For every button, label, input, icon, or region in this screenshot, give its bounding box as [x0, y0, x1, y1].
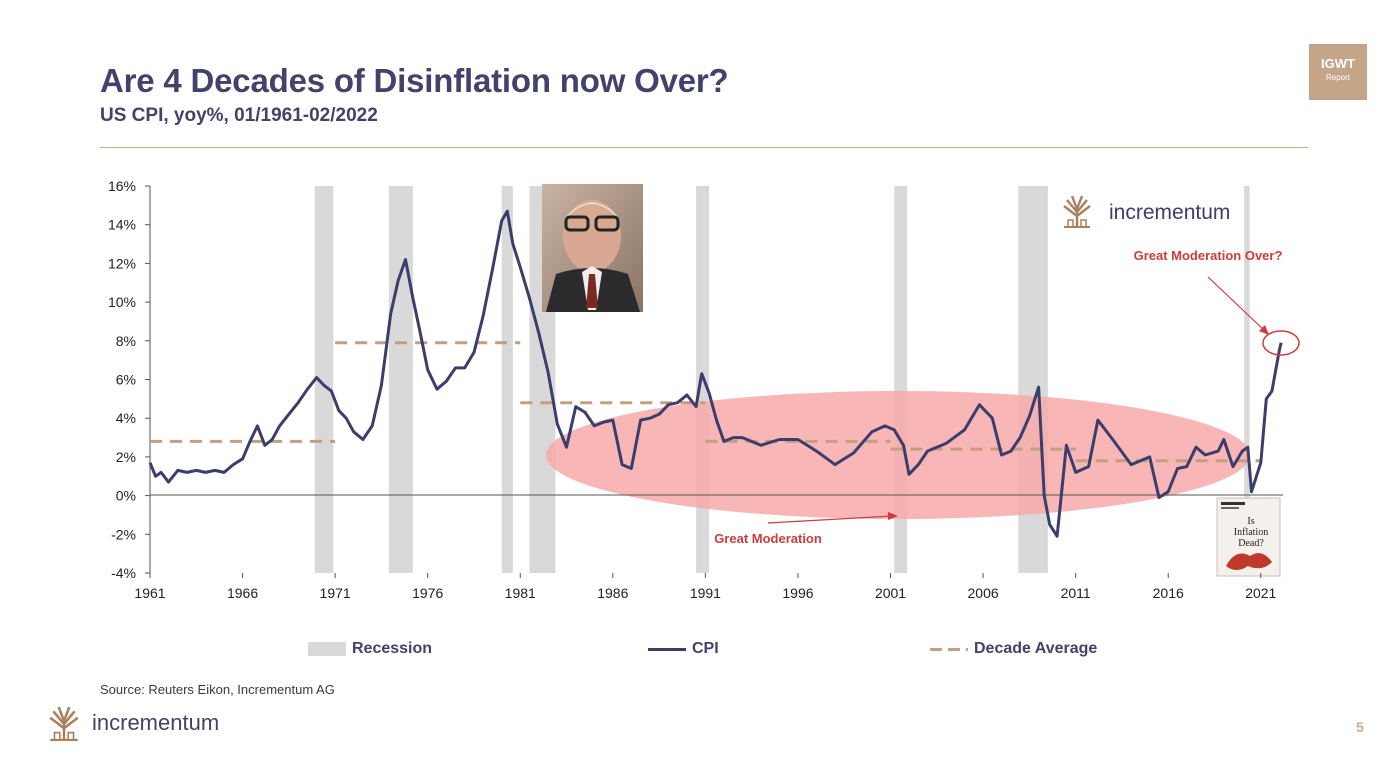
title-divider: [100, 147, 1308, 148]
recession-band: [1244, 186, 1250, 573]
x-tick-label: 1986: [597, 585, 628, 601]
badge-line1: IGWT: [1321, 56, 1355, 71]
great-moderation-over-arrow: [1207, 276, 1266, 332]
cover-line-2: Inflation: [1234, 527, 1268, 538]
y-tick-label: 4%: [116, 410, 136, 426]
great-moderation-arrowhead: [888, 512, 898, 520]
great-moderation-arrow: [767, 515, 893, 524]
x-tick-label: 2011: [1061, 585, 1091, 601]
legend-recession-label: Recession: [352, 640, 433, 657]
decade-average-lines: [150, 341, 1261, 463]
x-tick-label: 2001: [875, 585, 906, 601]
legend-recession: Recession: [308, 640, 432, 658]
y-tick-label: -2%: [111, 526, 136, 542]
recession-band: [1018, 186, 1048, 573]
recession-band: [501, 186, 513, 573]
x-tick-label: 1981: [505, 585, 536, 601]
x-tick-label: 1991: [690, 585, 721, 601]
cpi-series-line: [148, 209, 1283, 538]
great-moderation-over-arrowhead: [1259, 325, 1269, 335]
recession-band: [388, 186, 413, 573]
x-tick-label: 2021: [1245, 585, 1276, 601]
badge-line2: Report: [1325, 73, 1350, 82]
chart-brand-name: incrementum: [1109, 201, 1230, 224]
legend-decade-average: Decade Average: [930, 640, 1097, 658]
x-tick-label: 2006: [968, 585, 999, 601]
source-note: Source: Reuters Eikon, Incrementum AG: [100, 682, 335, 697]
great-moderation-label: Great Moderation: [714, 531, 822, 546]
y-tick-label: 12%: [108, 255, 136, 271]
chart-brand: incrementum: [1063, 195, 1230, 228]
magazine-cover: Is Inflation Dead?: [1216, 497, 1281, 577]
x-tick-label: 1966: [227, 585, 258, 601]
recession-band: [314, 186, 334, 573]
x-tick-label: 1971: [320, 585, 351, 601]
y-tick-label: 2%: [116, 449, 136, 465]
x-tick-label: 1996: [782, 585, 813, 601]
x-tick-label: 2016: [1153, 585, 1184, 601]
y-tick-label: -4%: [111, 565, 136, 581]
tree-logo-icon: [49, 706, 79, 741]
y-ticks: -4% -2% 0% 2% 4% 6% 8% 10% 12% 14% 16%: [108, 178, 150, 581]
y-tick-label: 8%: [116, 333, 136, 349]
y-tick-label: 0%: [116, 488, 136, 504]
legend-decade-average-swatch: [930, 647, 968, 651]
page-subtitle: US CPI, yoy%, 01/1961-02/2022: [100, 105, 378, 126]
page-number: 5: [1356, 719, 1364, 735]
recession-bands: [314, 186, 1250, 573]
footer-brand-name: incrementum: [92, 710, 220, 735]
legend-cpi: CPI: [648, 640, 719, 658]
legend-cpi-swatch: [648, 647, 686, 651]
legend-recession-swatch: [308, 642, 346, 656]
page-title: Are 4 Decades of Disinflation now Over?: [100, 62, 729, 99]
cover-line-1: Is: [1247, 516, 1254, 527]
legend-cpi-label: CPI: [692, 640, 719, 657]
y-tick-label: 16%: [108, 178, 136, 194]
y-tick-label: 14%: [108, 217, 136, 233]
legend-decade-average-label: Decade Average: [974, 640, 1098, 657]
y-tick-label: 6%: [116, 372, 136, 388]
portrait-photo: [542, 184, 643, 312]
footer-brand: incrementum: [46, 705, 219, 741]
tree-logo-icon: [1063, 195, 1091, 228]
x-tick-label: 1961: [134, 585, 165, 601]
x-ticks: 1961 1966 1971 1976 1981 1986 1991 1996 2001 2006…: [134, 573, 1277, 601]
x-tick-label: 1976: [412, 585, 443, 601]
y-tick-label: 10%: [108, 294, 136, 310]
great-moderation-over-label: Great Moderation Over?: [1134, 248, 1283, 263]
igwt-badge: IGWT Report: [1309, 44, 1367, 100]
cover-line-3: Dead?: [1238, 538, 1264, 549]
current-inflation-circle: [1262, 330, 1300, 356]
great-moderation-ellipse: [546, 391, 1250, 519]
